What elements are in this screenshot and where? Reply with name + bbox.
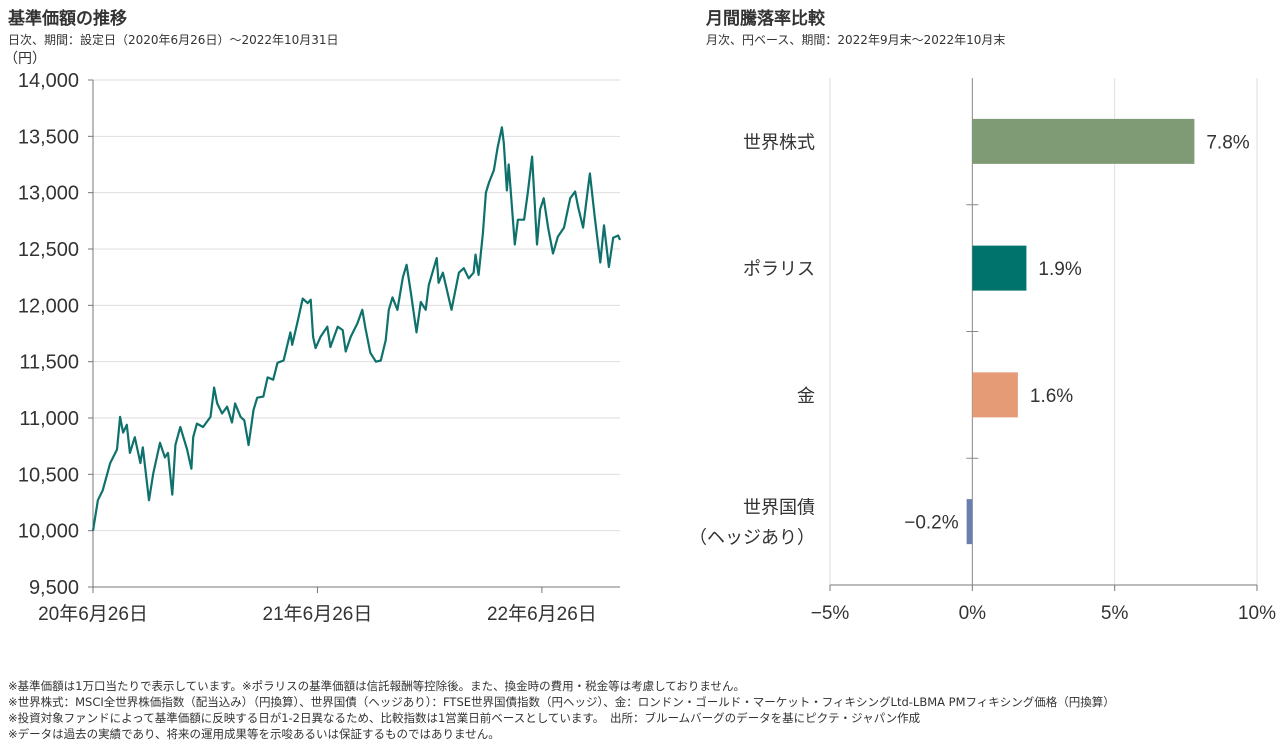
x-tick-label: 10% — [1238, 603, 1276, 624]
category-label: （ヘッジあり） — [689, 528, 815, 549]
bar — [972, 372, 1018, 418]
y-tick-label: 11,500 — [19, 352, 79, 374]
x-tick-label: −5% — [811, 603, 850, 624]
footnote: ※投資対象ファンドによって基準価額に反映する日が1-2日異なるため、比較指数は1… — [8, 711, 921, 725]
footnote: ※データは過去の実績であり、将来の運用成果等を示唆あるいは保証するものではありま… — [8, 727, 500, 741]
category-label: 世界株式 — [743, 132, 815, 153]
footnote: ※基準価額は1万口当たりで表示しています。※ポラリスの基準価額は信託報酬等控除後… — [8, 679, 746, 693]
y-tick-label: 13,000 — [18, 183, 79, 205]
bar — [966, 499, 973, 545]
y-tick-label: 10,000 — [18, 521, 79, 543]
nav-line — [91, 126, 622, 531]
line-chart-subtitle: 日次、期間：設定日（2020年6月26日）～2022年10月31日 — [8, 33, 339, 47]
y-tick-label: 14,000 — [18, 70, 79, 92]
x-tick-label: 20年6月26日 — [38, 603, 148, 625]
bar-value-label: −0.2% — [904, 513, 959, 534]
bar-chart-subtitle: 月次、円ベース、期間：2022年9月末～2022年10月末 — [706, 33, 1006, 47]
y-tick-label: 9,500 — [29, 577, 79, 599]
bar-value-label: 1.6% — [1030, 386, 1073, 407]
y-tick-label: 12,000 — [18, 295, 79, 317]
y-tick-label: 10,500 — [18, 464, 79, 486]
y-axis-unit: （円） — [4, 51, 46, 67]
category-label: 金 — [797, 386, 815, 407]
x-tick-label: 5% — [1101, 603, 1129, 624]
x-tick-label: 22年6月26日 — [487, 603, 597, 625]
y-tick-label: 13,500 — [18, 126, 79, 148]
category-label: 世界国債 — [743, 498, 815, 519]
bar — [972, 245, 1027, 291]
bar — [972, 118, 1195, 164]
bar-chart-title: 月間騰落率比較 — [706, 9, 825, 29]
y-tick-label: 12,500 — [18, 239, 79, 261]
category-label: ポラリス — [743, 259, 815, 280]
y-tick-label: 11,000 — [19, 408, 79, 430]
footnote: ※世界株式：MSCI全世界株価指数（配当込み）（円換算）、世界国債（ヘッジあり）… — [8, 695, 1115, 709]
x-tick-label: 0% — [959, 603, 987, 624]
bar-value-label: 1.9% — [1038, 259, 1081, 280]
bar-value-label: 7.8% — [1206, 132, 1249, 153]
x-tick-label: 21年6月26日 — [263, 603, 373, 625]
line-chart-title: 基準価額の推移 — [8, 9, 127, 29]
footnotes: ※基準価額は1万口当たりで表示しています。※ポラリスの基準価額は信託報酬等控除後… — [8, 678, 1115, 742]
